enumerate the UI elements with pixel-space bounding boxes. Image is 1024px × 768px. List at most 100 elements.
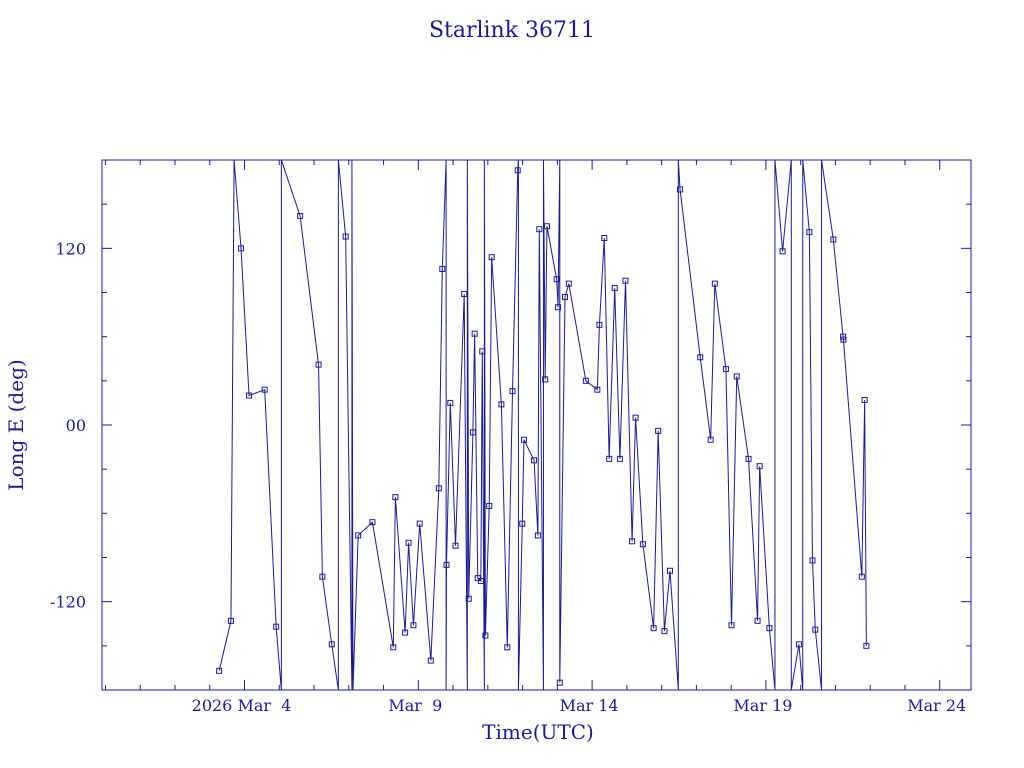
data-point xyxy=(261,386,268,393)
data-point xyxy=(562,293,569,300)
data-point xyxy=(482,632,489,639)
data-point xyxy=(601,235,608,242)
x-tick-label: 2026 Mar 4 xyxy=(192,696,292,715)
data-point xyxy=(498,401,505,408)
data-point xyxy=(392,494,399,501)
data-point xyxy=(543,223,550,230)
y-axis-label: Long E (deg) xyxy=(4,359,28,490)
data-point xyxy=(469,429,476,436)
data-point xyxy=(596,321,603,328)
data-point xyxy=(661,628,668,635)
data-point xyxy=(553,276,560,283)
data-point xyxy=(227,617,234,624)
x-axis-label: Time(UTC) xyxy=(482,720,594,744)
data-point xyxy=(756,463,763,470)
data-point xyxy=(369,519,376,526)
data-point xyxy=(315,361,322,368)
data-point xyxy=(594,386,601,393)
data-point xyxy=(795,641,802,648)
data-point xyxy=(435,485,442,492)
data-point xyxy=(711,280,718,287)
data-point xyxy=(216,667,223,674)
data-point xyxy=(439,265,446,272)
data-point xyxy=(622,277,629,284)
x-tick-label: Mar 24 xyxy=(907,696,966,715)
data-point xyxy=(858,573,865,580)
data-point xyxy=(582,377,589,384)
data-point xyxy=(677,186,684,193)
data-point xyxy=(863,642,870,649)
data-point xyxy=(342,233,349,240)
data-point xyxy=(509,388,516,395)
data-point xyxy=(447,399,454,406)
data-point xyxy=(504,644,511,651)
data-point xyxy=(486,502,493,509)
data-point xyxy=(840,336,847,343)
chart-title: Starlink 36711 xyxy=(429,18,595,43)
data-point xyxy=(754,617,761,624)
data-point xyxy=(632,414,639,421)
data-point xyxy=(536,226,543,233)
data-point xyxy=(479,348,486,355)
data-point xyxy=(534,532,541,539)
data-point xyxy=(666,567,673,574)
data-point xyxy=(477,578,484,585)
data-point xyxy=(355,532,362,539)
data-point xyxy=(616,455,623,462)
data-point xyxy=(722,366,729,373)
data-point xyxy=(639,541,646,548)
data-point xyxy=(328,641,335,648)
data-point xyxy=(410,622,417,629)
data-point xyxy=(443,561,450,568)
data-point xyxy=(471,330,478,337)
data-point xyxy=(655,427,662,434)
data-point xyxy=(531,457,538,464)
y-tick-labels: -120 00 120 xyxy=(50,239,86,611)
data-point xyxy=(555,304,562,311)
axis-ticks xyxy=(102,159,971,691)
data-point xyxy=(246,392,253,399)
data-point xyxy=(461,290,468,297)
data-point xyxy=(697,354,704,361)
data-point xyxy=(565,280,572,287)
series-line xyxy=(218,160,867,690)
data-point xyxy=(390,644,397,651)
data-point xyxy=(405,539,412,546)
data-point xyxy=(520,436,527,443)
data-point xyxy=(514,167,521,174)
data-point xyxy=(830,236,837,243)
data-point xyxy=(766,625,773,632)
y-tick-label: 120 xyxy=(55,239,86,258)
data-point xyxy=(297,212,304,219)
data-point xyxy=(779,248,786,255)
x-tick-label: Mar 9 xyxy=(388,696,442,715)
data-point xyxy=(650,625,657,632)
data-point xyxy=(273,623,280,630)
data-point xyxy=(733,373,740,380)
data-point xyxy=(238,245,245,252)
series-group xyxy=(216,160,870,690)
data-point xyxy=(812,626,819,633)
data-point xyxy=(542,376,549,383)
data-point xyxy=(416,520,423,527)
data-point xyxy=(427,657,434,664)
data-point xyxy=(707,436,714,443)
x-tick-labels: 2026 Mar 4 Mar 9 Mar 14 Mar 19 Mar 24 xyxy=(192,696,967,715)
x-tick-label: Mar 14 xyxy=(560,696,619,715)
data-point xyxy=(728,622,735,629)
y-tick-label: 00 xyxy=(66,416,86,435)
data-point xyxy=(465,595,472,602)
data-point xyxy=(319,573,326,580)
data-point xyxy=(556,679,563,686)
data-point xyxy=(629,538,636,545)
data-point xyxy=(606,455,613,462)
data-point xyxy=(488,254,495,261)
data-point xyxy=(861,396,868,403)
data-point xyxy=(745,455,752,462)
y-tick-label: -120 xyxy=(50,593,86,612)
data-point xyxy=(402,629,409,636)
x-tick-label: Mar 19 xyxy=(733,696,792,715)
data-point xyxy=(611,285,618,292)
data-point xyxy=(809,557,816,564)
